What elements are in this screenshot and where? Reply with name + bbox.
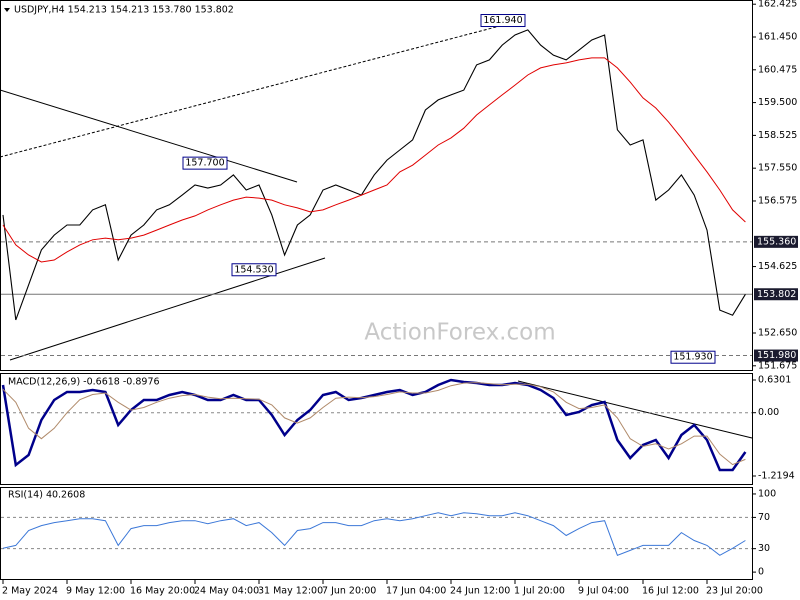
x-tick-label: 1 Jul 20:00 xyxy=(514,586,565,597)
x-tick-label: 24 Jun 12:00 xyxy=(450,586,510,597)
trendline xyxy=(0,21,516,158)
y-tick-label: 152.650 xyxy=(758,328,797,339)
series-line xyxy=(2,29,746,321)
series-line xyxy=(1,378,747,472)
level-box xyxy=(754,349,798,362)
chart-title: USDJPY,H4 154.213 154.213 153.780 153.80… xyxy=(14,5,234,16)
y-tick-label: 0.00 xyxy=(758,407,779,418)
price-panel-frame xyxy=(0,0,753,371)
menu-icon xyxy=(4,8,10,12)
x-tick-label: 16 May 20:00 xyxy=(130,586,195,597)
y-tick-label: 160.475 xyxy=(758,64,797,75)
level-label: 155.360 xyxy=(757,236,796,247)
y-tick-label: 154.625 xyxy=(758,261,797,272)
x-tick-label: 16 Jul 12:00 xyxy=(642,586,699,597)
trendline xyxy=(9,257,326,361)
trendline xyxy=(0,89,298,183)
macd-panel-frame xyxy=(0,373,753,485)
annotation-label: 161.940 xyxy=(483,15,522,26)
y-tick-label: 162.425 xyxy=(758,0,797,10)
y-tick-label: 157.550 xyxy=(758,163,797,174)
level-box xyxy=(754,288,798,301)
panel-title: RSI(14) 40.2608 xyxy=(8,490,85,501)
y-tick-label: 30 xyxy=(758,543,770,554)
annotation-label: 151.930 xyxy=(673,352,712,363)
y-tick-label: 100 xyxy=(758,488,776,499)
level-box xyxy=(754,235,798,248)
series-line xyxy=(2,512,746,556)
y-tick-label: 0 xyxy=(758,567,764,578)
y-tick-label: 151.675 xyxy=(758,360,797,371)
y-tick-label: -1.2194 xyxy=(758,470,795,481)
y-tick-label: 159.500 xyxy=(758,97,797,108)
annotation-label: 157.700 xyxy=(185,158,224,169)
watermark: ActionForex.com xyxy=(364,320,555,346)
x-tick-label: 9 Jul 04:00 xyxy=(578,586,629,597)
y-tick-label: 156.575 xyxy=(758,195,797,206)
panel-title: MACD(12,26,9) -0.6618 -0.8976 xyxy=(8,377,160,388)
x-tick-label: 2 May 2024 xyxy=(2,586,58,597)
rsi-panel-frame xyxy=(0,487,753,580)
y-tick-label: 158.525 xyxy=(758,130,797,141)
series-line xyxy=(2,57,746,263)
annotation-box xyxy=(670,350,716,364)
annotation-box xyxy=(231,263,277,277)
x-tick-label: 9 May 12:00 xyxy=(66,586,125,597)
annotation-label: 154.530 xyxy=(234,264,273,275)
y-tick-label: 0.6301 xyxy=(758,375,791,386)
annotation-box xyxy=(480,14,526,28)
annotation-box xyxy=(182,156,228,170)
x-tick-label: 23 Jul 20:00 xyxy=(706,586,763,597)
series-line xyxy=(2,382,746,466)
x-tick-label: 7 Jun 20:00 xyxy=(322,586,376,597)
x-tick-label: 17 Jun 04:00 xyxy=(386,586,446,597)
y-tick-label: 70 xyxy=(758,512,770,523)
level-label: 151.980 xyxy=(757,350,796,361)
x-tick-label: 24 May 04:00 xyxy=(194,586,259,597)
level-label: 153.802 xyxy=(757,289,796,300)
y-tick-label: 161.450 xyxy=(758,32,797,43)
trendline xyxy=(517,380,753,439)
x-tick-label: 31 May 12:00 xyxy=(258,586,323,597)
